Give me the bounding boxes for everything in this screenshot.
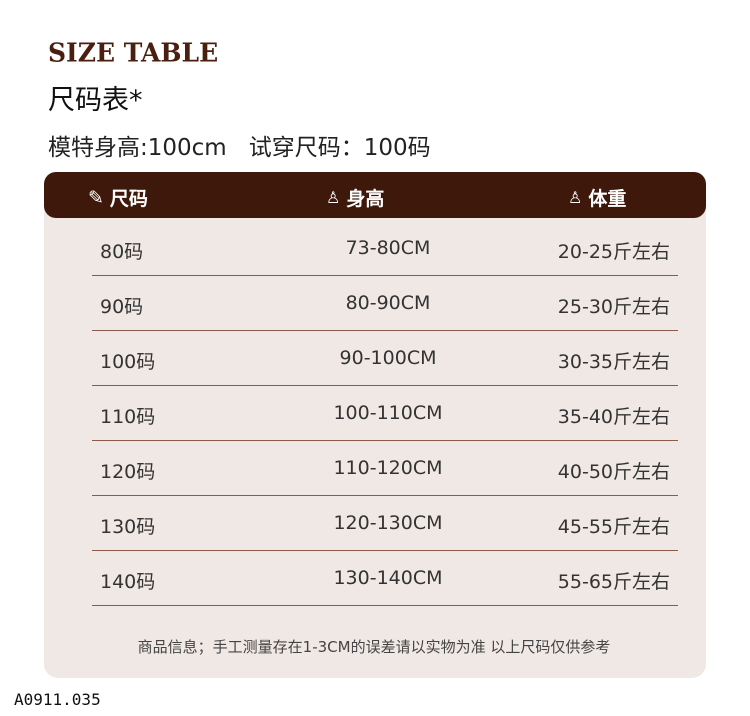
cell-weight: 35-40斤左右 — [557, 406, 670, 428]
cell-weight: 20-25斤左右 — [557, 241, 670, 263]
table-row: 80码 73-80CM 20-25斤左右 — [92, 221, 678, 276]
product-code: A0911.035 — [14, 690, 101, 709]
cell-size: 80码 — [100, 241, 144, 263]
table-row: 90码 80-90CM 25-30斤左右 — [92, 276, 678, 331]
ruler-pencil-icon: ✎ — [88, 186, 104, 209]
model-height: 模特身高:100cm — [48, 135, 227, 161]
cell-weight: 40-50斤左右 — [557, 461, 670, 483]
cell-height: 100-110CM — [333, 402, 443, 424]
cell-height: 120-130CM — [333, 512, 443, 534]
cell-height: 73-80CM — [345, 237, 431, 259]
table-row: 120码 110-120CM 40-50斤左右 — [92, 441, 678, 496]
cell-size: 140码 — [100, 571, 156, 593]
cell-height: 110-120CM — [333, 457, 443, 479]
height-measure-icon: ♙ — [326, 188, 341, 207]
header-weight: ♙ 体重 — [568, 188, 627, 210]
model-size: 试穿尺码：100码 — [248, 135, 431, 161]
cell-weight: 45-55斤左右 — [557, 516, 670, 538]
cell-height: 80-90CM — [345, 292, 431, 314]
cell-weight: 30-35斤左右 — [557, 351, 670, 373]
footer-note: 商品信息；手工测量存在1-3CM的误差请以实物为准 以上尺码仅供参考 — [137, 638, 611, 656]
table-header: ✎ 尺码 ♙ 身高 ♙ 体重 — [44, 172, 706, 218]
header-height: ♙ 身高 — [326, 188, 385, 210]
title-cn: 尺码表* — [48, 85, 143, 116]
cell-weight: 55-65斤左右 — [557, 571, 670, 593]
table-row: 100码 90-100CM 30-35斤左右 — [92, 331, 678, 386]
cell-size: 120码 — [100, 461, 156, 483]
cell-height: 90-100CM — [339, 347, 437, 369]
cell-size: 100码 — [100, 351, 156, 373]
cell-size: 130码 — [100, 516, 156, 538]
table-panel — [44, 190, 706, 678]
cell-weight: 25-30斤左右 — [557, 296, 670, 318]
table-row: 110码 100-110CM 35-40斤左右 — [92, 386, 678, 441]
cell-size: 90码 — [100, 296, 144, 318]
title-en: SIZE TABLE — [48, 37, 219, 68]
table-row: 130码 120-130CM 45-55斤左右 — [92, 496, 678, 551]
cell-height: 130-140CM — [333, 567, 443, 589]
scale-person-icon: ♙ — [568, 188, 583, 207]
header-size: ✎ 尺码 — [88, 186, 148, 211]
table-row: 140码 130-140CM 55-65斤左右 — [92, 551, 678, 606]
model-info: 模特身高:100cm 试穿尺码：100码 — [48, 128, 453, 162]
cell-size: 110码 — [100, 406, 156, 428]
